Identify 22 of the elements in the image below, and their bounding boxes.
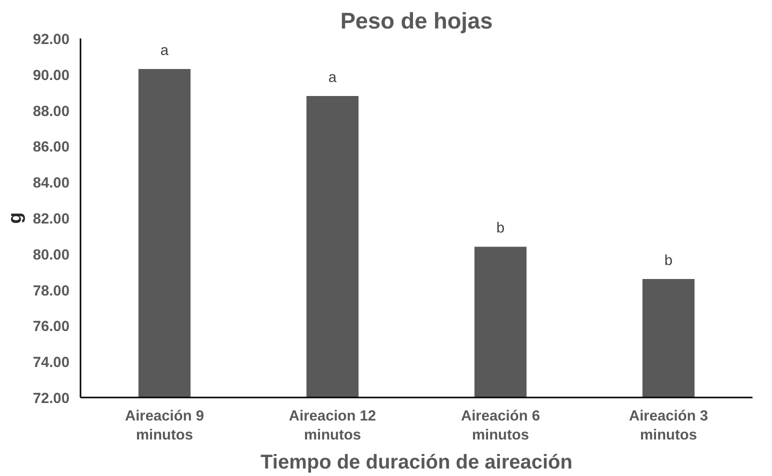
- x-axis-title: Tiempo de duración de aireación: [260, 452, 572, 474]
- y-tick-label: 84.00: [32, 176, 70, 192]
- x-tick-label: Aireación 6 minutos: [460, 408, 540, 444]
- y-tick-label: 78.00: [32, 283, 70, 300]
- annotation: b: [496, 220, 505, 237]
- x-tick-label: Aireación 3 minutos: [628, 408, 708, 444]
- y-tick-label: 74.00: [32, 355, 70, 372]
- y-tick-label: 90.00: [32, 68, 70, 84]
- y-axis-title: g: [4, 212, 25, 224]
- chart-title: Peso de hojas: [340, 8, 493, 34]
- y-tick-label: 92.00: [32, 32, 70, 48]
- annotation: b: [664, 253, 673, 270]
- annotation: a: [328, 70, 338, 86]
- y-tick-label: 88.00: [32, 104, 70, 120]
- annotation: a: [160, 43, 170, 60]
- y-tick-label: 82.00: [32, 212, 70, 228]
- y-tick-label: 76.00: [32, 319, 70, 336]
- y-tick-label: 80.00: [32, 247, 70, 264]
- x-tick-label: Aireación 9 minutos: [124, 408, 204, 444]
- y-tick-label: 72.00: [32, 391, 70, 407]
- x-tick-label: Aireacion 12 minutos: [288, 408, 376, 444]
- y-tick-label: 86.00: [32, 140, 70, 156]
